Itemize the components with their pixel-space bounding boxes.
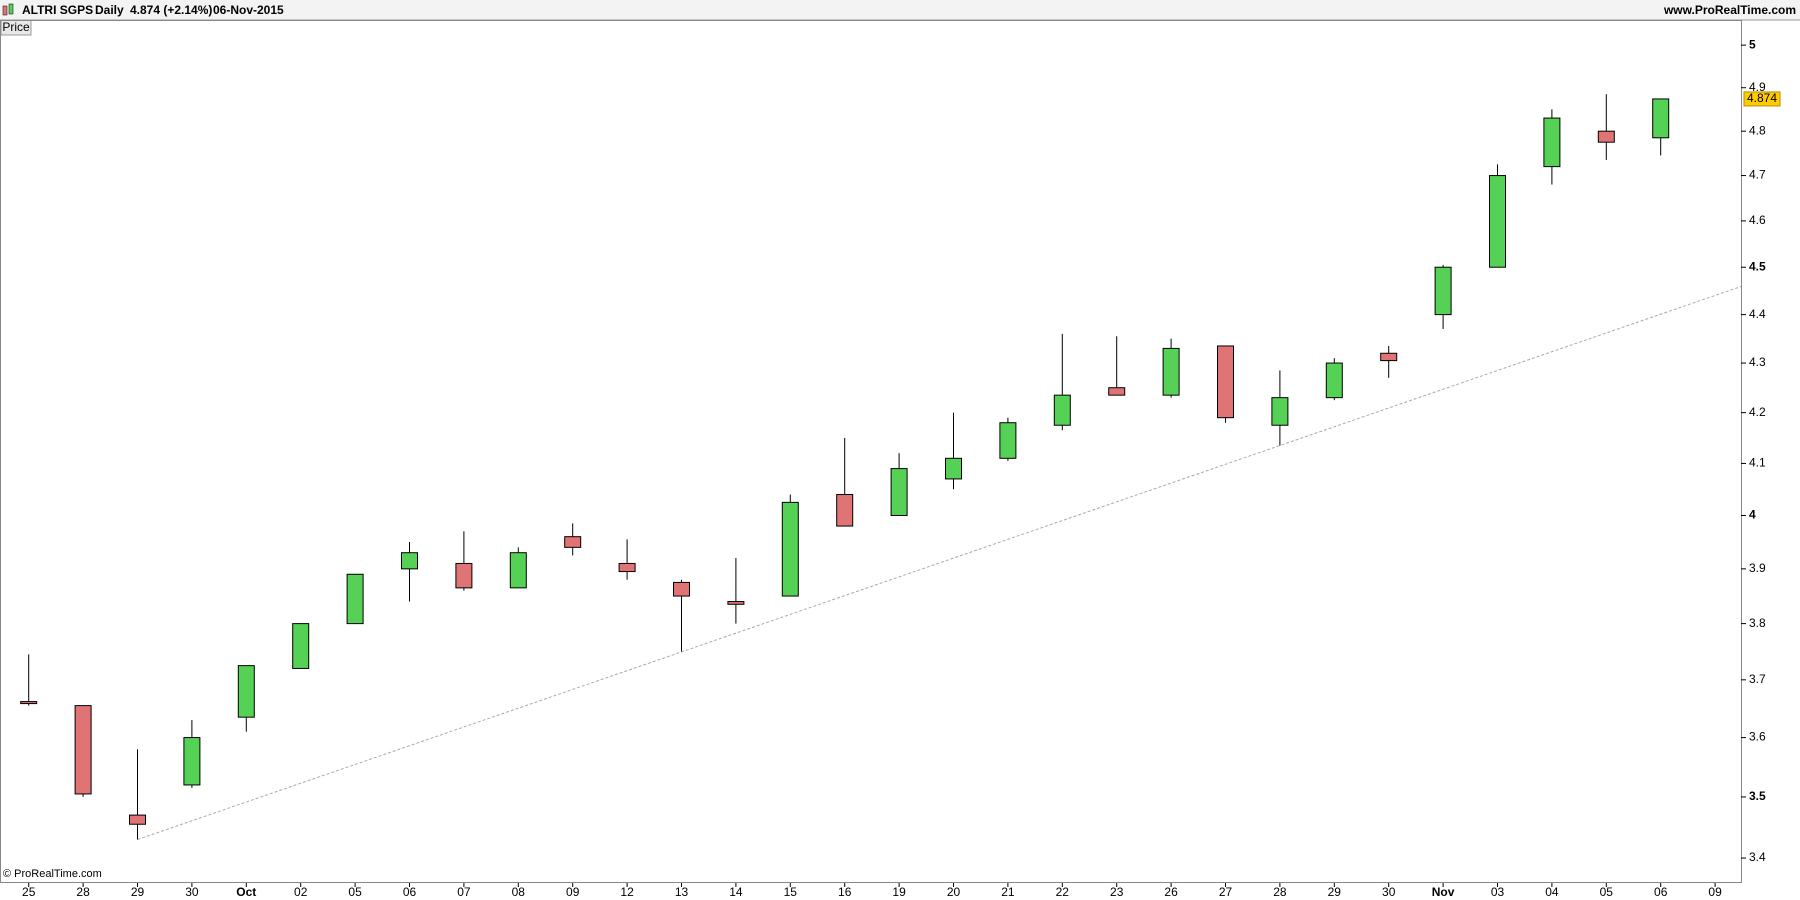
x-tick-label: 26 xyxy=(1164,885,1178,899)
candle-body xyxy=(890,468,908,516)
y-tick-label: 3.4 xyxy=(1749,850,1766,864)
y-tick-label: 4.5 xyxy=(1749,259,1766,273)
candle-body xyxy=(564,536,582,548)
y-tick-label: 4.9 xyxy=(1749,80,1766,94)
x-tick-label: 16 xyxy=(838,885,852,899)
x-tick-label: 20 xyxy=(947,885,961,899)
x-tick-label: 05 xyxy=(348,885,362,899)
candle-body xyxy=(346,573,364,625)
source: www.ProRealTime.com xyxy=(1663,3,1796,17)
x-tick-label: 04 xyxy=(1545,885,1559,899)
header-bar xyxy=(0,0,1800,20)
y-tick-label: 4.7 xyxy=(1749,168,1766,182)
candle-body xyxy=(401,552,418,570)
copyright: © ProRealTime.com xyxy=(3,868,102,880)
x-tick-label: 07 xyxy=(457,885,471,899)
candle-body xyxy=(20,701,38,705)
date: 06-Nov-2015 xyxy=(213,3,284,17)
candle-body xyxy=(1597,130,1615,143)
y-tick-label: 3.8 xyxy=(1749,616,1766,630)
candle-body xyxy=(1543,117,1561,168)
x-tick-label: 29 xyxy=(1328,885,1342,899)
candle-body xyxy=(836,494,854,527)
x-tick-label: 03 xyxy=(1491,885,1505,899)
change: 4.874 (+2.14%) xyxy=(130,3,212,17)
y-tick-label: 3.9 xyxy=(1749,561,1766,575)
x-tick-label: 28 xyxy=(1273,885,1287,899)
y-tick-label: 4.8 xyxy=(1749,123,1766,137)
x-tick-label: 09 xyxy=(566,885,580,899)
candle-body xyxy=(1652,98,1670,139)
x-tick-label: 08 xyxy=(512,885,526,899)
period: Daily xyxy=(95,3,124,17)
y-tick-label: 3.5 xyxy=(1749,789,1766,803)
y-tick-label: 3.7 xyxy=(1749,672,1766,686)
title: ALTRI SGPS xyxy=(22,3,93,17)
y-tick-label: 4.3 xyxy=(1749,355,1766,369)
candle-body xyxy=(781,501,799,597)
x-tick-label: 27 xyxy=(1219,885,1233,899)
y-tick-label: 4.4 xyxy=(1749,307,1766,321)
x-tick-label: 09 xyxy=(1708,885,1722,899)
y-tick-label: 5 xyxy=(1749,37,1756,51)
candle-body xyxy=(74,705,92,795)
candle-body xyxy=(727,601,745,605)
candle-body xyxy=(673,581,690,597)
candle-body xyxy=(509,552,527,589)
panel-label[interactable]: Price xyxy=(2,20,30,34)
candle-body xyxy=(1162,347,1180,396)
x-tick-label: 28 xyxy=(76,885,90,899)
x-tick-label: 06 xyxy=(1654,885,1668,899)
x-tick-label: Nov xyxy=(1432,885,1455,899)
app-icon xyxy=(2,3,14,16)
y-tick-label: 3.6 xyxy=(1749,730,1766,744)
candle-body xyxy=(999,422,1017,459)
x-tick-label: 02 xyxy=(294,885,308,899)
x-tick-label: 30 xyxy=(1382,885,1396,899)
x-tick-label: 30 xyxy=(185,885,199,899)
candle-body xyxy=(183,737,201,786)
x-tick-label: 06 xyxy=(403,885,417,899)
plot-frame xyxy=(0,20,1742,883)
candle-body xyxy=(1271,397,1289,426)
candle-body xyxy=(1434,266,1452,316)
x-tick-label: 05 xyxy=(1600,885,1614,899)
trendline xyxy=(137,286,1742,841)
x-tick-label: 14 xyxy=(729,885,743,899)
candle-body xyxy=(1053,394,1071,426)
candle-body xyxy=(129,814,146,825)
candle-body xyxy=(1489,175,1506,268)
candle-body xyxy=(1217,345,1234,419)
x-tick-label: 23 xyxy=(1110,885,1124,899)
x-tick-label: 12 xyxy=(620,885,634,899)
candle-body xyxy=(945,457,962,480)
candle-body xyxy=(292,623,310,669)
x-tick-label: 15 xyxy=(784,885,798,899)
x-tick-label: 21 xyxy=(1001,885,1015,899)
last-price-box xyxy=(1743,91,1781,107)
candle-body xyxy=(1380,352,1398,362)
candle-body xyxy=(1325,362,1343,399)
x-tick-label: 22 xyxy=(1056,885,1070,899)
y-tick-label: 4.2 xyxy=(1749,405,1766,419)
x-tick-label: 25 xyxy=(22,885,36,899)
y-tick-label: 4 xyxy=(1749,508,1756,522)
candle-body xyxy=(1108,387,1126,396)
y-tick-label: 4.6 xyxy=(1749,213,1766,227)
x-tick-label: 29 xyxy=(131,885,145,899)
x-tick-label: Oct xyxy=(236,885,256,899)
candle-body xyxy=(455,562,473,589)
last-price-label: 4.874 xyxy=(1747,91,1777,105)
x-tick-label: 19 xyxy=(892,885,906,899)
y-tick-label: 4.1 xyxy=(1749,456,1766,470)
candle-body xyxy=(237,665,255,718)
candle-body xyxy=(618,562,636,573)
x-tick-label: 13 xyxy=(675,885,689,899)
